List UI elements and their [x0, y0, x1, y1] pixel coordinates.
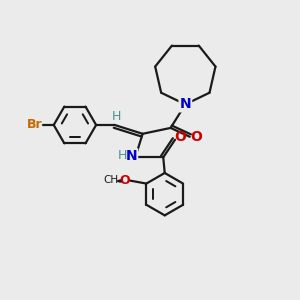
Text: H: H	[112, 110, 121, 123]
Text: H: H	[118, 149, 128, 162]
Text: CH₃: CH₃	[103, 175, 123, 185]
Text: N: N	[179, 98, 191, 111]
Text: O: O	[190, 130, 202, 144]
Text: N: N	[126, 149, 138, 163]
Text: O: O	[119, 173, 130, 187]
Text: Br: Br	[27, 118, 43, 131]
Text: O: O	[174, 130, 186, 144]
